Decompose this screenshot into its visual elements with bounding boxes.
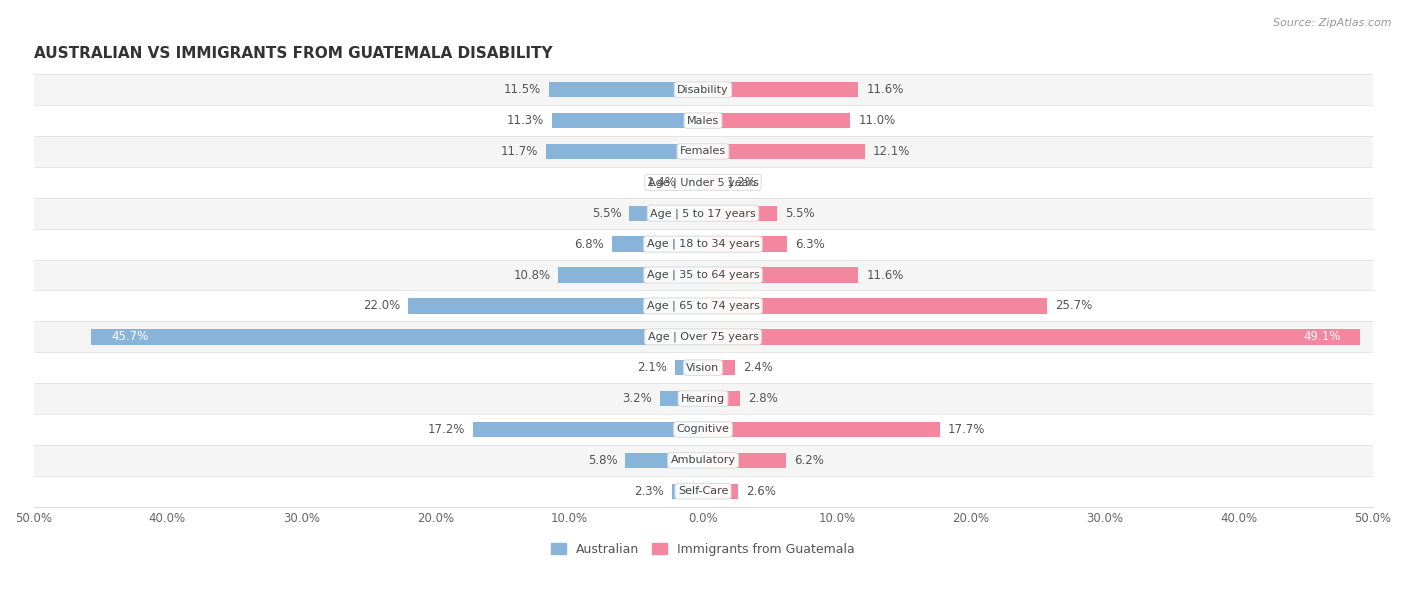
Bar	[34, 445, 1372, 476]
Text: 11.6%: 11.6%	[866, 269, 904, 282]
Text: 1.2%: 1.2%	[727, 176, 756, 189]
Text: 6.8%: 6.8%	[574, 237, 605, 251]
Bar	[34, 321, 1372, 353]
Text: 25.7%: 25.7%	[1054, 299, 1092, 312]
Bar	[408, 298, 703, 313]
Bar	[661, 391, 703, 406]
Text: 49.1%: 49.1%	[1303, 330, 1340, 343]
Text: Age | 18 to 34 years: Age | 18 to 34 years	[647, 239, 759, 250]
Bar	[34, 414, 1372, 445]
Text: 2.4%: 2.4%	[744, 361, 773, 374]
Bar	[703, 422, 941, 437]
Bar	[703, 174, 718, 190]
Bar	[34, 476, 1372, 507]
Bar	[672, 483, 703, 499]
Bar	[703, 360, 735, 375]
Text: 17.2%: 17.2%	[427, 423, 464, 436]
Bar	[91, 329, 703, 345]
Text: Disability: Disability	[678, 84, 728, 95]
Bar	[34, 105, 1372, 136]
Text: Age | Under 5 years: Age | Under 5 years	[648, 177, 758, 188]
Bar	[34, 291, 1372, 321]
Text: 2.6%: 2.6%	[745, 485, 776, 498]
Bar	[548, 82, 703, 97]
Bar	[703, 144, 865, 159]
Text: AUSTRALIAN VS IMMIGRANTS FROM GUATEMALA DISABILITY: AUSTRALIAN VS IMMIGRANTS FROM GUATEMALA …	[34, 46, 553, 61]
Bar	[472, 422, 703, 437]
Text: 11.0%: 11.0%	[858, 114, 896, 127]
Text: 1.4%: 1.4%	[647, 176, 676, 189]
Text: 10.8%: 10.8%	[513, 269, 550, 282]
Bar	[626, 453, 703, 468]
Text: Hearing: Hearing	[681, 394, 725, 403]
Bar	[34, 198, 1372, 229]
Text: 11.6%: 11.6%	[866, 83, 904, 96]
Text: 6.3%: 6.3%	[796, 237, 825, 251]
Text: 5.5%: 5.5%	[785, 207, 814, 220]
Bar	[551, 113, 703, 129]
Bar	[612, 236, 703, 252]
Bar	[703, 298, 1047, 313]
Text: Cognitive: Cognitive	[676, 425, 730, 435]
Legend: Australian, Immigrants from Guatemala: Australian, Immigrants from Guatemala	[547, 538, 859, 561]
Bar	[34, 383, 1372, 414]
Bar	[703, 113, 851, 129]
Bar	[703, 206, 776, 221]
Text: Males: Males	[688, 116, 718, 125]
Text: Source: ZipAtlas.com: Source: ZipAtlas.com	[1274, 18, 1392, 28]
Text: 3.2%: 3.2%	[623, 392, 652, 405]
Bar	[34, 136, 1372, 167]
Bar	[703, 236, 787, 252]
Text: 11.3%: 11.3%	[506, 114, 544, 127]
Text: 11.5%: 11.5%	[503, 83, 541, 96]
Text: 12.1%: 12.1%	[873, 145, 911, 158]
Bar	[703, 267, 858, 283]
Bar	[558, 267, 703, 283]
Text: 22.0%: 22.0%	[363, 299, 401, 312]
Bar	[675, 360, 703, 375]
Text: Age | 35 to 64 years: Age | 35 to 64 years	[647, 270, 759, 280]
Bar	[703, 391, 741, 406]
Text: Females: Females	[681, 146, 725, 157]
Bar	[703, 483, 738, 499]
Text: 2.3%: 2.3%	[634, 485, 664, 498]
Text: Age | 65 to 74 years: Age | 65 to 74 years	[647, 300, 759, 311]
Bar	[34, 74, 1372, 105]
Text: 11.7%: 11.7%	[501, 145, 538, 158]
Bar	[630, 206, 703, 221]
Text: 6.2%: 6.2%	[794, 454, 824, 467]
Text: 5.5%: 5.5%	[592, 207, 621, 220]
Bar	[34, 229, 1372, 259]
Text: 5.8%: 5.8%	[588, 454, 617, 467]
Bar	[547, 144, 703, 159]
Text: 2.8%: 2.8%	[748, 392, 779, 405]
Bar	[34, 259, 1372, 291]
Bar	[34, 353, 1372, 383]
Text: Age | Over 75 years: Age | Over 75 years	[648, 332, 758, 342]
Text: 45.7%: 45.7%	[111, 330, 149, 343]
Text: 2.1%: 2.1%	[637, 361, 666, 374]
Text: 17.7%: 17.7%	[948, 423, 986, 436]
Bar	[685, 174, 703, 190]
Text: Self-Care: Self-Care	[678, 486, 728, 496]
Bar	[703, 329, 1361, 345]
Text: Ambulatory: Ambulatory	[671, 455, 735, 465]
Text: Vision: Vision	[686, 363, 720, 373]
Bar	[703, 82, 858, 97]
Bar	[703, 453, 786, 468]
Text: Age | 5 to 17 years: Age | 5 to 17 years	[650, 208, 756, 218]
Bar	[34, 167, 1372, 198]
